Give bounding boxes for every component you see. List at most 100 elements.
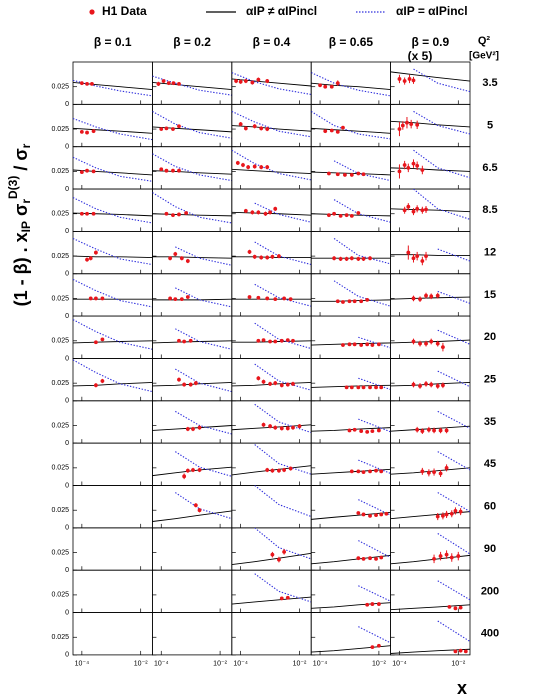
panel: [151, 103, 233, 148]
dotted-curve: [231, 110, 312, 138]
data-point: [252, 254, 257, 259]
data-point: [453, 509, 458, 513]
data-point: [435, 514, 440, 519]
row-label: 90: [484, 543, 496, 555]
panel-frame: [72, 527, 153, 571]
dotted-curve: [254, 283, 312, 307]
data-point: [261, 338, 266, 342]
panel-frame: [72, 400, 153, 444]
panel: [310, 61, 392, 105]
data-point: [193, 503, 198, 508]
y-axis-label-part: IP: [19, 221, 33, 232]
solid-curve: [73, 169, 153, 176]
x-tick-label: 10⁻⁴: [233, 661, 248, 668]
solid-curve: [231, 340, 312, 343]
y-tick-label: 0.025: [51, 211, 69, 218]
y-tick-label: 0: [65, 144, 69, 151]
panel-frame: [310, 400, 392, 444]
data-point: [327, 213, 331, 218]
data-point: [273, 339, 278, 344]
solid-curve: [311, 127, 391, 134]
row-label: 5: [487, 119, 493, 131]
data-point: [420, 208, 425, 213]
row-label: 15: [484, 289, 496, 301]
data-point: [265, 296, 270, 301]
solid-curve: [152, 256, 232, 259]
panel: [151, 230, 233, 275]
panel: [151, 61, 233, 105]
panel-frame: [310, 188, 392, 232]
data-point: [368, 256, 372, 261]
panel-content: [311, 280, 391, 307]
data-point: [365, 429, 370, 434]
data-point: [261, 379, 266, 384]
data-point: [356, 385, 361, 390]
data-point: [235, 161, 240, 165]
row-label: 3.5: [482, 77, 497, 89]
data-point: [279, 338, 284, 343]
solid-curve: [152, 213, 232, 217]
dotted-curve: [413, 68, 471, 93]
data-point: [156, 81, 161, 86]
data-point: [85, 130, 89, 135]
panel: [231, 569, 312, 613]
dotted-curve: [437, 580, 471, 601]
data-point: [279, 596, 284, 601]
data-point: [407, 77, 412, 81]
data-point: [411, 161, 416, 166]
panel-frame: [151, 569, 233, 613]
legend-marker: [89, 9, 95, 15]
dotted-curve: [333, 160, 391, 182]
column-header: β = 0.65: [329, 35, 374, 49]
panel-content: [152, 287, 232, 308]
data-point: [168, 296, 173, 301]
y-tick-label: 0.025: [51, 422, 69, 429]
panel-content: [231, 72, 312, 96]
row-label: 8.5: [482, 204, 497, 216]
panel-content: [73, 79, 153, 97]
panel-frame: [72, 230, 153, 275]
data-point: [349, 469, 354, 474]
x-tick-label: 10⁻⁴: [392, 661, 407, 668]
dotted-curve: [254, 444, 312, 475]
data-point: [329, 84, 334, 89]
data-point: [344, 213, 349, 218]
data-point: [273, 297, 278, 302]
data-point: [379, 469, 384, 474]
data-point: [197, 508, 202, 513]
dotted-curve: [73, 319, 153, 350]
panel: [72, 103, 153, 148]
panel: [72, 569, 153, 613]
solid-curve: [390, 648, 471, 654]
y-tick-label: 0: [65, 398, 69, 405]
panel: [151, 146, 233, 190]
data-point: [79, 81, 84, 86]
solid-curve: [390, 425, 471, 432]
data-point: [338, 213, 343, 218]
data-point: [411, 296, 416, 301]
data-point: [349, 385, 354, 390]
panel-content: [390, 290, 471, 304]
data-point: [361, 385, 366, 390]
data-point: [79, 170, 84, 175]
solid-curve: [73, 127, 153, 134]
panel-frame: [310, 527, 392, 571]
panel: [72, 273, 153, 317]
y-axis-label-part: (1 - β) . x: [11, 232, 31, 306]
data-point: [247, 295, 252, 299]
panel-content: [390, 245, 471, 266]
data-point: [356, 556, 361, 561]
data-point: [456, 554, 461, 558]
data-point: [243, 126, 248, 131]
solid-curve: [73, 82, 153, 90]
panel-frame: [390, 485, 471, 529]
panel-content: [390, 620, 471, 654]
dotted-curve: [254, 485, 312, 518]
column-header: β = 0.9: [411, 35, 449, 49]
data-point: [291, 338, 295, 343]
data-point: [376, 342, 381, 347]
data-point: [243, 209, 248, 213]
solid-curve: [231, 596, 312, 605]
data-point: [265, 165, 270, 170]
panel-frame: [151, 358, 233, 402]
